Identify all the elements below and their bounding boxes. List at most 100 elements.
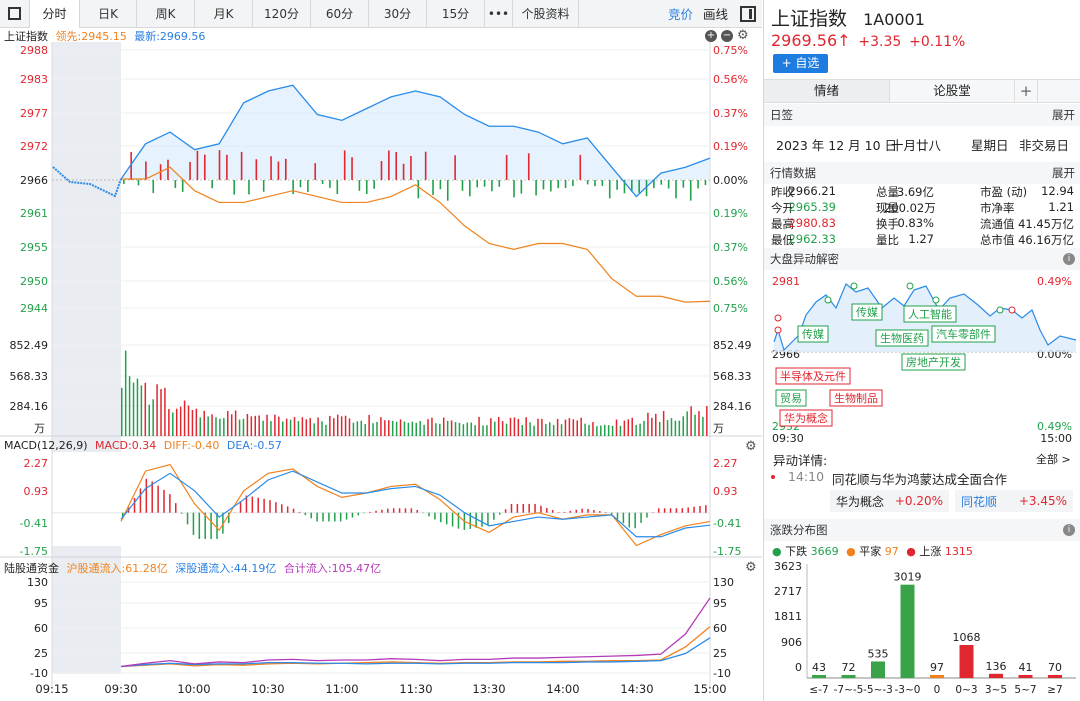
- volume-bar: [227, 411, 229, 436]
- time-tick: 14:30: [620, 682, 653, 696]
- news-headline[interactable]: 同花顺与华为鸿蒙达成全面合作: [832, 472, 1008, 487]
- dist-category: -7~-5: [834, 684, 864, 696]
- volume-bar: [364, 424, 366, 436]
- northbound-tick: -10: [30, 667, 48, 680]
- tab-15min[interactable]: 15分: [427, 0, 485, 28]
- volume-bar: [615, 419, 618, 436]
- dist-category: -5~-3: [863, 684, 893, 696]
- macd-bar: [133, 497, 136, 513]
- anomaly-tag: 房地产开发: [906, 355, 961, 369]
- show-all-link[interactable]: 全部 >: [1036, 453, 1071, 466]
- tab-month-k[interactable]: 月K: [195, 0, 253, 28]
- volume-bar: [568, 418, 571, 436]
- volume-bar: [509, 417, 512, 436]
- tab-120min[interactable]: 120分: [253, 0, 311, 28]
- volume-bar: [501, 421, 504, 436]
- quote-title: 行情数据: [770, 166, 816, 180]
- volume-bar: [556, 418, 559, 436]
- tab-stock-info[interactable]: 个股资料: [513, 0, 579, 28]
- tick-bar: [358, 180, 361, 191]
- volume-bar: [482, 425, 484, 436]
- concept-chip-ths[interactable]: 同花顺 +3.45%: [955, 490, 1073, 512]
- macd-tick: 2.27: [24, 457, 49, 470]
- quote-expand-button[interactable]: 展开: [1052, 166, 1075, 180]
- volume-bar: [183, 400, 186, 436]
- gear-icon[interactable]: ⚙: [745, 439, 757, 454]
- concept-pct: +0.20%: [894, 494, 943, 508]
- price-tick: 2972: [20, 140, 48, 153]
- anomaly-chart[interactable]: 2981296629520.49%0.00%0.49%09:3015:00传媒人…: [764, 270, 1080, 448]
- draw-button[interactable]: 画线: [702, 7, 728, 22]
- tab-forum[interactable]: 论股堂: [889, 80, 1014, 102]
- tab-day-k[interactable]: 日K: [80, 0, 137, 28]
- anomaly-tag: 生物医药: [880, 331, 924, 345]
- tab-fenshi[interactable]: 分时: [30, 0, 80, 28]
- add-favorite-button[interactable]: + 自选: [773, 54, 828, 73]
- tick-bar: [550, 180, 552, 192]
- gear-icon[interactable]: ⚙: [745, 560, 757, 575]
- northbound-tick: 130: [27, 576, 48, 589]
- macd-tick: -1.75: [713, 545, 741, 558]
- tick-bar: [461, 180, 464, 191]
- anomaly-marker: [1008, 306, 1016, 314]
- macd-tick: 2.27: [713, 457, 738, 470]
- northbound-tick: 95: [713, 597, 727, 610]
- add-tab-button[interactable]: +: [1014, 80, 1038, 102]
- quote-cell: 量比: [876, 233, 899, 247]
- zoom-out-icon[interactable]: −: [721, 30, 733, 42]
- price-change: +3.35: [858, 34, 902, 50]
- macd-bar: [404, 508, 407, 513]
- pct-tick: 0.37%: [713, 241, 748, 254]
- macd-label: MACD:0.34: [95, 439, 157, 452]
- square-icon[interactable]: [0, 0, 30, 28]
- panel-toggle-icon[interactable]: [740, 5, 756, 22]
- tick-bar: [137, 180, 140, 186]
- macd-bar: [363, 512, 365, 514]
- tab-60min[interactable]: 60分: [311, 0, 369, 28]
- volume-bar: [372, 423, 374, 436]
- volume-bar: [651, 417, 653, 436]
- pct-tick: 0.75%: [713, 44, 748, 57]
- lunar-date: 十月廿八: [891, 138, 942, 153]
- pct-tick: 0.00%: [713, 174, 748, 187]
- gear-icon[interactable]: ⚙: [737, 28, 749, 43]
- tab-week-k[interactable]: 周K: [137, 0, 195, 28]
- tab-30min[interactable]: 30分: [369, 0, 427, 28]
- macd-bar: [534, 503, 536, 513]
- tick-bar: [513, 180, 515, 198]
- tick-bar: [682, 180, 685, 188]
- calendar-expand-button[interactable]: 展开: [1052, 108, 1075, 122]
- zoom-in-icon[interactable]: +: [705, 30, 717, 42]
- macd-bar: [681, 508, 684, 513]
- tab-sentiment[interactable]: 情绪: [764, 80, 889, 102]
- volume-bar: [407, 422, 410, 436]
- bid-button[interactable]: 竞价: [667, 7, 693, 22]
- macd-bar: [139, 488, 142, 513]
- northbound-tick: 95: [34, 597, 48, 610]
- intraday-chart[interactable]: 2988 0.75% 2983 0.56% 2977 0.37% 2972 0.19% 2966…: [0, 28, 762, 701]
- distribution-header: 涨跌分布图 i: [764, 519, 1080, 541]
- volume-bar: [474, 425, 476, 436]
- volume-bar: [435, 423, 437, 436]
- volume-tick: 852.49: [713, 339, 752, 352]
- tick-bar: [505, 154, 508, 180]
- macd-bar: [516, 503, 519, 513]
- info-icon[interactable]: i: [1063, 524, 1075, 536]
- tick-bar: [255, 159, 258, 180]
- volume-bar: [191, 409, 194, 436]
- volume-bar: [674, 420, 677, 436]
- latest-label: 最新:2969.56: [134, 30, 206, 43]
- concept-chip-huawei[interactable]: 华为概念 +0.20%: [830, 490, 949, 512]
- volume-bar: [454, 422, 457, 436]
- volume-unit: 万: [713, 422, 724, 435]
- more-periods-button[interactable]: •••: [485, 0, 513, 28]
- info-icon[interactable]: i: [1063, 253, 1075, 265]
- premarket-line: [52, 166, 122, 198]
- tick-bar: [343, 150, 346, 180]
- volume-bar: [246, 413, 249, 436]
- volume-bar: [199, 417, 202, 436]
- volume-bar: [215, 417, 217, 436]
- quote-cell: 流通值: [980, 217, 1015, 231]
- bullet-dot: [771, 475, 775, 479]
- dist-tick: 1811: [774, 610, 802, 623]
